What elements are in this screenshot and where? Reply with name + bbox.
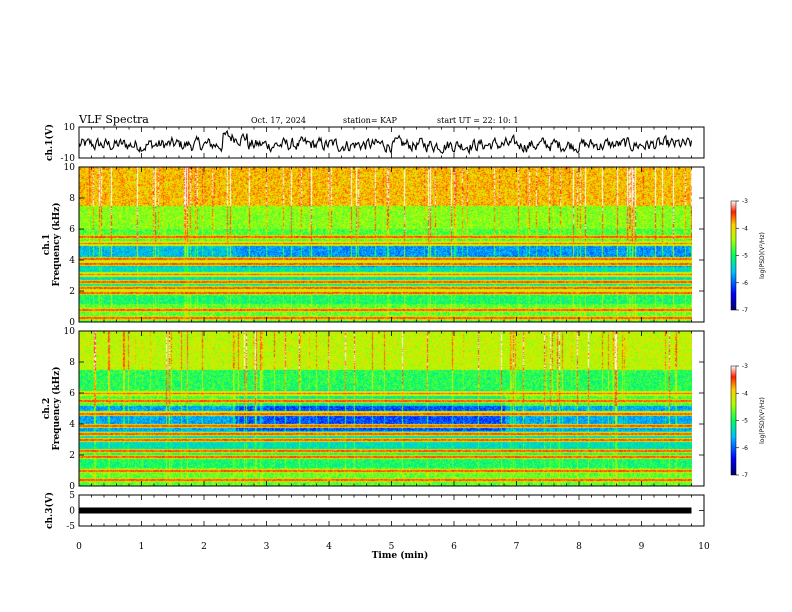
ch2-colorbar-scale (730, 365, 737, 476)
spec1-ylabel: Frequency (kHz) (51, 202, 62, 286)
header-date: Oct. 17, 2024 (251, 116, 306, 125)
x-axis-label: Time (min) (372, 550, 429, 561)
spec2-ytick-label: 4 (69, 420, 75, 430)
spec2-ytick-label: 10 (64, 327, 76, 337)
xtick-label: 9 (639, 542, 645, 552)
ch1-spectrogram-image (79, 167, 692, 322)
header-station: station= KAP (343, 116, 398, 125)
xtick-label: 10 (698, 542, 710, 552)
spec1-ytick-label: 4 (69, 256, 75, 266)
ch2-colorbar (730, 365, 737, 476)
colorbar-tick-label: -3 (742, 198, 748, 205)
ch1-waveform-panel (78, 129, 693, 155)
spec1-ytick-label: 2 (69, 287, 75, 297)
header-start-ut: start UT = 22: 10: 1 (437, 116, 518, 125)
spec1-ylabel: ch.1 (42, 234, 52, 255)
ch1-ylabel: ch.1(V) (44, 124, 55, 161)
ch3-ytick-label: 5 (69, 491, 75, 501)
ch1-spectrogram-panel (79, 167, 692, 322)
spec2-ytick-label: 8 (69, 358, 75, 368)
ch1-trace (78, 129, 693, 155)
spec2-ytick-label: 6 (69, 389, 75, 399)
colorbar-label: log(PSD)(V²/Hz) (759, 232, 766, 279)
ch1-ytick-label: 10 (64, 123, 76, 133)
spec2-ytick-label: 0 (69, 482, 75, 492)
colorbar-tick-label: -6 (742, 280, 748, 287)
xtick-label: 3 (264, 542, 270, 552)
ch3-ytick-label: 0 (69, 507, 75, 517)
figure-title: VLF Spectra (78, 113, 149, 126)
ch2-spectrogram-image (79, 331, 692, 486)
spec1-ytick-label: 6 (69, 225, 75, 235)
ch3-ylabel: ch.3(V) (44, 492, 55, 529)
spec2-ytick-label: 2 (69, 451, 75, 461)
colorbar-tick-label: -3 (742, 363, 748, 370)
colorbar-tick-label: -5 (742, 418, 748, 425)
colorbar-label: log(PSD)(V²/Hz) (759, 397, 766, 444)
xtick-label: 4 (326, 542, 332, 552)
xtick-label: 0 (76, 542, 82, 552)
spec1-ytick-label: 8 (69, 194, 75, 204)
xtick-label: 6 (451, 542, 457, 552)
spec2-ylabel: ch.2 (42, 398, 52, 419)
xtick-label: 2 (201, 542, 207, 552)
colorbar-tick-label: -4 (742, 225, 748, 232)
ch3-trace (79, 507, 692, 514)
xtick-label: 8 (576, 542, 582, 552)
ch1-colorbar (730, 200, 737, 311)
spec1-ytick-label: 0 (69, 318, 75, 328)
colorbar-tick-label: -5 (742, 253, 748, 260)
xtick-label: 7 (514, 542, 520, 552)
spec1-ytick-label: 10 (64, 163, 76, 173)
ch3-ytick-label: -5 (66, 522, 75, 532)
ch2-spectrogram-panel (79, 331, 692, 486)
xtick-label: 5 (389, 542, 395, 552)
spec2-ylabel: Frequency (kHz) (51, 366, 62, 450)
colorbar-tick-label: -4 (742, 390, 748, 397)
colorbar-labels: -3 -4 -5 -6 -7 log(PSD)(V²/Hz) -3 -4 -5 -6 -7 log(P… (736, 198, 766, 479)
colorbar-tick-label: -7 (742, 472, 748, 479)
xtick-label: 1 (139, 542, 145, 552)
ch3-signal-panel (79, 507, 692, 514)
colorbar-tick-label: -6 (742, 445, 748, 452)
ch1-colorbar-scale (730, 200, 737, 311)
colorbar-tick-label: -7 (742, 307, 748, 314)
ch1-ytick-label: -10 (61, 154, 76, 164)
